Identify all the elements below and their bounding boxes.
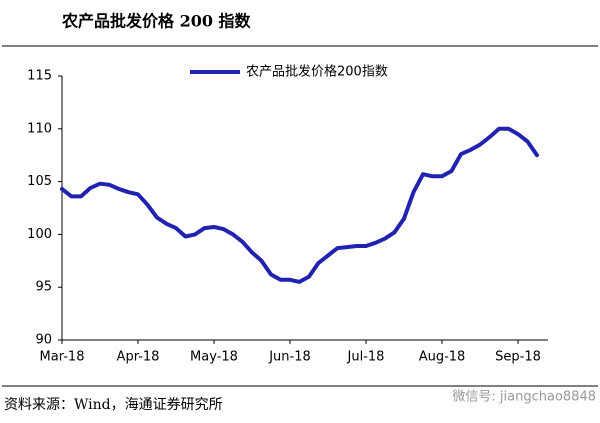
y-tick-label: 100	[27, 227, 52, 242]
y-tick-label: 115	[27, 69, 52, 84]
x-tick-label: Aug-18	[419, 350, 466, 365]
y-tick-label: 90	[35, 333, 52, 348]
x-tick-label: Jul-18	[347, 350, 385, 365]
x-tick-label: Apr-18	[117, 350, 160, 365]
y-tick-label: 105	[27, 174, 52, 189]
y-tick-label: 95	[35, 280, 52, 295]
x-tick-label: Mar-18	[40, 350, 85, 365]
x-tick-label: May-18	[190, 350, 238, 365]
x-tick-label: Sep-18	[495, 350, 541, 365]
y-tick-label: 110	[27, 121, 52, 136]
source-note: 资料来源：Wind，海通证券研究所	[4, 397, 223, 413]
x-tick-label: Jun-18	[268, 350, 311, 365]
chart-title: 农产品批发价格 200 指数	[61, 12, 252, 31]
series-line	[60, 126, 539, 284]
legend-label: 农产品批发价格200指数	[246, 64, 388, 80]
watermark: 微信号: jiangchao8848	[452, 390, 596, 405]
